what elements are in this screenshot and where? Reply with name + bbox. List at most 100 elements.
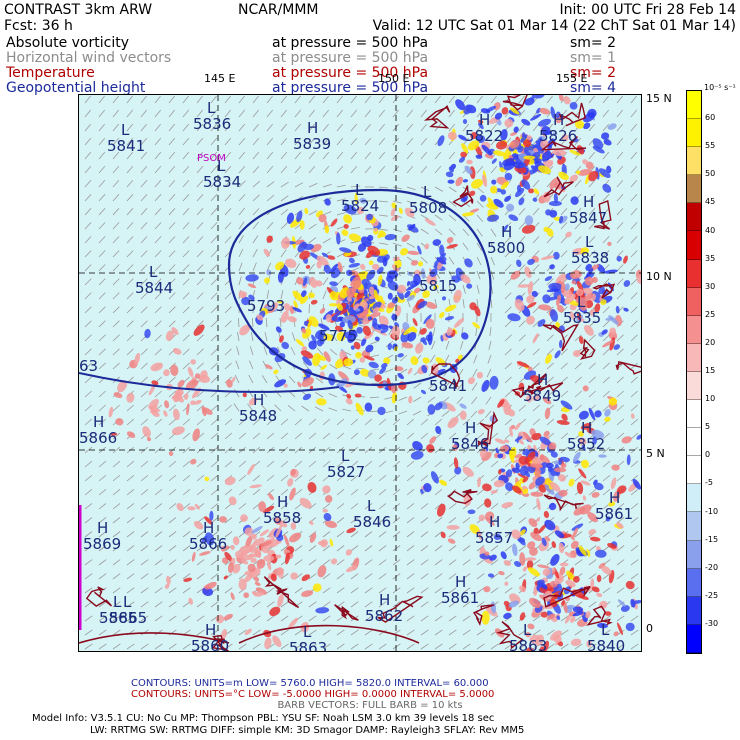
vorticity-blob <box>571 280 577 285</box>
wind-barb <box>98 488 107 496</box>
vorticity-blob <box>568 478 575 487</box>
wind-barb <box>378 643 387 650</box>
wind-barb <box>350 601 359 608</box>
wind-barb <box>154 601 163 608</box>
wind-barb <box>322 460 331 468</box>
wind-barb <box>434 186 444 192</box>
wind-barb <box>489 326 492 336</box>
wind-barb <box>392 503 401 510</box>
height-value-label: 5869 <box>83 535 121 553</box>
vorticity-blob <box>419 328 427 335</box>
vorticity-blob <box>564 283 570 291</box>
wind-barb <box>476 200 484 208</box>
wind-barb <box>471 382 478 391</box>
wind-barb <box>112 222 120 230</box>
wind-barb <box>294 559 303 566</box>
vorticity-blob <box>345 398 353 405</box>
pressure-center-marker: H <box>583 193 594 211</box>
wind-barb <box>574 559 583 566</box>
vorticity-blob <box>455 176 463 187</box>
wind-barb <box>140 179 148 188</box>
wind-barb <box>294 151 302 160</box>
wind-barb <box>154 587 163 594</box>
vorticity-blob <box>528 518 538 528</box>
colorbar-tick-label: -25 <box>705 590 719 600</box>
wind-barb <box>238 165 246 174</box>
vorticity-blob <box>165 330 174 341</box>
wind-barb <box>210 222 218 230</box>
vorticity-blob <box>509 426 513 437</box>
wind-barb <box>294 503 303 510</box>
vorticity-blob <box>424 218 436 226</box>
vorticity-blob <box>324 198 331 206</box>
wind-barb <box>168 587 177 594</box>
wind-barb <box>276 361 282 370</box>
vorticity-blob <box>545 462 554 469</box>
vorticity-blob <box>611 464 620 471</box>
vorticity-blob <box>113 392 123 399</box>
wind-barb <box>392 615 401 622</box>
vorticity-blob <box>560 463 567 469</box>
vorticity-blob <box>552 149 567 157</box>
wind-barb <box>210 123 218 132</box>
vorticity-blob <box>630 413 635 419</box>
temperature-contour <box>586 605 613 626</box>
wind-barb <box>238 194 246 202</box>
wind-barb <box>475 326 478 336</box>
wind-barb <box>406 242 415 248</box>
vorticity-blob <box>523 155 536 160</box>
wind-barb <box>140 503 149 510</box>
wind-barb <box>224 460 233 468</box>
vorticity-blob <box>320 364 328 370</box>
wind-barb <box>84 320 92 328</box>
vorticity-blob <box>301 328 307 334</box>
wind-barb <box>546 531 555 538</box>
vorticity-blob <box>250 553 261 558</box>
wind-barb <box>294 643 303 650</box>
vorticity-blob <box>487 197 495 208</box>
wind-barb <box>294 263 301 272</box>
wind-barb <box>574 615 583 622</box>
wind-barb <box>98 151 106 160</box>
wind-barb <box>378 95 385 104</box>
height-value-label: 5866 <box>189 535 227 553</box>
vorticity-blob <box>422 290 430 299</box>
wind-barb <box>406 95 413 104</box>
wind-barb <box>210 179 218 188</box>
vorticity-blob <box>367 234 374 242</box>
vorticity-blob <box>364 298 369 302</box>
wind-barb <box>224 587 233 594</box>
wind-barb <box>280 418 289 426</box>
wind-barb <box>84 531 93 538</box>
wind-barb <box>224 418 233 426</box>
forecast-hour: Fcst: 36 h <box>4 18 73 34</box>
vorticity-blob <box>422 339 428 346</box>
vorticity-blob <box>164 400 170 409</box>
vorticity-blob <box>550 451 558 458</box>
vorticity-blob <box>533 166 540 174</box>
wind-barb <box>84 643 93 650</box>
wind-barb <box>112 236 120 244</box>
wind-barb <box>294 460 303 468</box>
vorticity-blob <box>469 208 480 214</box>
vorticity-blob <box>528 547 538 556</box>
wind-barb <box>294 587 303 594</box>
wind-barb <box>252 615 261 622</box>
wind-barb <box>126 559 135 566</box>
vorticity-blob <box>481 379 490 392</box>
wind-barb <box>546 334 554 342</box>
wind-barb <box>434 298 438 308</box>
wind-barb <box>546 250 554 258</box>
height-value-label: 5861 <box>595 505 633 523</box>
wind-barb <box>448 186 457 193</box>
wind-barb <box>384 410 394 414</box>
pressure-center-marker: H <box>609 489 620 507</box>
vorticity-blob <box>300 290 307 298</box>
wind-barb <box>350 137 358 146</box>
wind-barb <box>210 208 218 216</box>
wind-barb <box>413 396 422 402</box>
wind-barb <box>336 137 344 146</box>
wind-barb <box>294 109 302 118</box>
vorticity-blob <box>274 379 287 388</box>
vorticity-blob <box>517 145 524 153</box>
